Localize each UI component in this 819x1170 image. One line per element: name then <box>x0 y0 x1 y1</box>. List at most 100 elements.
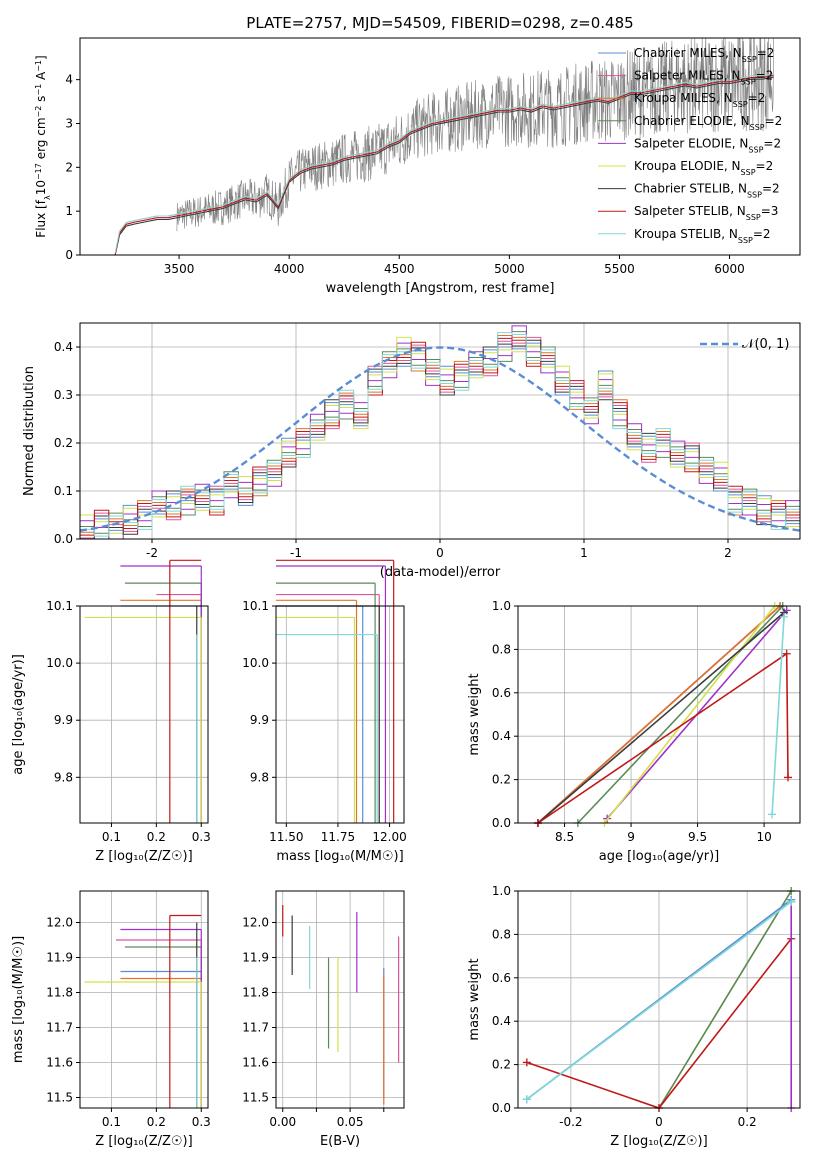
mass_vs_Z-axes: 0.1 0.2 0.3 11.5 11.6 11.7 11.8 11.9 12.0 Z [log₁… <box>11 890 211 1149</box>
y-tick-label: 0.2 <box>492 1058 511 1072</box>
x-tick-label: 1 <box>580 546 588 560</box>
legend-sub: SSP <box>738 235 753 244</box>
y-tick-label: 0.6 <box>492 686 511 700</box>
x-tick-label: 11.50 <box>269 830 303 844</box>
y-tick-label: 0 <box>65 248 73 262</box>
y-tick-label: 0.4 <box>492 1014 511 1028</box>
y-tick-label: 0.4 <box>492 729 511 743</box>
x-axis-label: Z [log₁₀(Z/Z☉)] <box>95 849 192 864</box>
axes-frame <box>517 605 801 824</box>
weight-series <box>526 901 792 1100</box>
label-part: 10 <box>34 180 48 195</box>
label-part: −2 <box>34 106 43 118</box>
y-tick-label: 9.9 <box>250 713 269 727</box>
y-tick-label: 0.8 <box>492 927 511 941</box>
y-tick-label: 0.0 <box>54 532 73 546</box>
x-tick-label: 0.2 <box>147 1115 166 1129</box>
y-tick-label: 0.0 <box>492 816 511 830</box>
x-axis-label: wavelength [Angstrom, rest frame] <box>326 281 555 296</box>
legend-entry: Chabrier STELIB, NSSP=2 <box>634 182 780 200</box>
legend-sub: SSP <box>747 190 762 199</box>
y-axis-label: mass weight <box>467 673 482 755</box>
x-tick-label: 5500 <box>604 262 635 276</box>
y-tick-label: 11.5 <box>46 1091 73 1105</box>
label-part: −1 <box>34 60 43 72</box>
y-tick-label: 11.8 <box>242 986 269 1000</box>
y-tick-label: 0.2 <box>54 436 73 450</box>
y-axis-label: Normed distribution <box>22 366 37 496</box>
y-tick-label: 0.4 <box>54 340 73 354</box>
weight-series <box>658 890 792 1109</box>
legend-value: =3 <box>761 204 779 218</box>
legend-entry: Salpeter ELODIE, NSSP=2 <box>634 136 781 154</box>
x-tick-label: 0 <box>436 546 444 560</box>
spectrum-axes: 3500 4000 4500 5000 5500 6000 0 1 2 3 4 wavelength … <box>34 37 801 296</box>
y-tick-label: 1.0 <box>492 884 511 898</box>
data-marker <box>787 897 796 906</box>
legend-value: =2 <box>765 114 783 128</box>
legend-entry: Chabrier ELODIE, NSSP=2 <box>634 114 782 132</box>
label-part: A <box>34 71 48 84</box>
data-marker <box>522 1095 531 1104</box>
x-tick-label: 3500 <box>164 262 195 276</box>
weight-series <box>577 605 784 824</box>
y-tick-label: 9.9 <box>54 713 73 727</box>
y-axis-label: mass [log₁₀(M/M☉)] <box>11 936 26 1063</box>
data-marker <box>768 810 777 819</box>
y-tick-label: 0.6 <box>492 971 511 985</box>
x-tick-label: 5000 <box>494 262 525 276</box>
label-part: λ <box>43 195 52 200</box>
legend-entry: Kroupa MILES, NSSP=2 <box>634 91 765 109</box>
axes-frame <box>517 890 801 1109</box>
legend-value: =2 <box>756 159 774 173</box>
x-tick-label: -0.2 <box>559 1115 582 1129</box>
x-tick-label: 0.00 <box>269 1115 296 1129</box>
x-axis-label: age [log₁₀(age/yr)] <box>599 849 720 864</box>
model-curve <box>114 73 774 254</box>
y-tick-label: 0.3 <box>54 388 73 402</box>
y-tick-label: 4 <box>65 73 73 87</box>
label-part: ] <box>34 55 48 60</box>
y-tick-label: 0.0 <box>492 1101 511 1115</box>
legend-name: Kroupa ELODIE, N <box>634 159 741 173</box>
x-tick-label: 12.00 <box>372 830 406 844</box>
y-tick-label: 10.1 <box>46 599 73 613</box>
y-tick-label: 9.8 <box>250 770 269 784</box>
axes-frame <box>79 322 801 540</box>
y-tick-label: 11.7 <box>242 1021 269 1035</box>
y-axis-label: Flux [fλ10−17 erg cm−2 s−1 A−1] <box>34 55 52 237</box>
weight-series <box>603 605 776 824</box>
y-tick-label: 0.1 <box>54 484 73 498</box>
x-tick-label: 6000 <box>714 262 745 276</box>
plots-layer: 3500 4000 4500 5000 5500 6000 0 1 2 3 4 wavelength … <box>11 37 801 1149</box>
weight-series <box>537 652 789 824</box>
x-axis-label: Z [log₁₀(Z/Z☉)] <box>610 1134 707 1149</box>
axes-frame <box>79 605 209 824</box>
y-tick-label: 1 <box>65 204 73 218</box>
axes-frame <box>275 890 405 1109</box>
y-tick-label: 12.0 <box>242 916 269 930</box>
y-tick-label: 1.0 <box>492 599 511 613</box>
x-tick-label: 9.5 <box>688 830 707 844</box>
data-marker <box>522 1058 531 1067</box>
x-tick-label: 0.1 <box>102 1115 121 1129</box>
label-part: s <box>34 96 48 106</box>
weight-series <box>771 616 785 815</box>
legend-value: =2 <box>763 136 781 150</box>
legend-sub: SSP <box>733 100 748 109</box>
axes-frame <box>79 890 209 1109</box>
label-part: −17 <box>34 163 43 180</box>
legend-sub: SSP <box>741 77 756 86</box>
mass_vs_EBV-axes: 0.00 0.05 11.5 11.6 11.7 11.8 11.9 12.0 E(B-V) <box>242 890 405 1149</box>
y-tick-label: 11.6 <box>242 1056 269 1070</box>
y-tick-label: 0.8 <box>492 642 511 656</box>
x-tick-label: 4500 <box>384 262 415 276</box>
weight_vs_Z-axes: -0.2 0 0.2 0.0 0.2 0.4 0.6 0.8 1.0 Z [log₁₀(Z/Z☉)… <box>467 884 801 1149</box>
weight_vs_age-axes: 8.5 9 9.5 10 0.0 0.2 0.4 0.6 0.8 1.0 age [log₁₀(ag… <box>467 599 801 864</box>
y-tick-label: 11.9 <box>46 951 73 965</box>
data-marker <box>780 612 789 621</box>
legend-entry: Salpeter MILES, NSSP=2 <box>634 69 773 87</box>
x-tick-label: 0.05 <box>337 1115 364 1129</box>
legend-value: =2 <box>748 91 766 105</box>
label-part: −1 <box>34 84 43 96</box>
